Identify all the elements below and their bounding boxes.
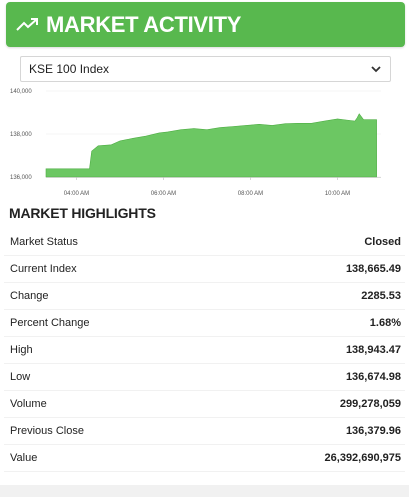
x-tick-label: 08:00 AM [238, 191, 263, 197]
x-tick-label: 10:00 AM [325, 191, 350, 197]
highlight-row: Percent Change 1.68% [4, 310, 405, 337]
highlight-label: Change [10, 290, 49, 302]
chevron-down-icon [370, 63, 382, 75]
highlight-row: High 138,943.47 [4, 337, 405, 364]
page-title: MARKET ACTIVITY [46, 11, 242, 37]
x-tick-label: 04:00 AM [64, 191, 89, 197]
highlight-row: Previous Close 136,379.96 [4, 418, 405, 445]
highlight-value: 138,665.49 [345, 263, 401, 275]
index-area-chart: 140,000 138,000 136,000 04:00 AM 06:00 AM 08:… [10, 89, 381, 197]
highlight-label: Volume [10, 398, 47, 410]
series-area [45, 113, 377, 178]
highlight-label: High [10, 344, 33, 356]
y-tick-label: 136,000 [10, 175, 32, 181]
highlight-label: Previous Close [10, 425, 84, 437]
highlights-title: MARKET HIGHLIGHTS [9, 205, 156, 221]
highlight-label: Value [10, 452, 38, 464]
highlight-row: Low 136,674.98 [4, 364, 405, 391]
highlight-value: 299,278,059 [339, 398, 401, 410]
highlight-value: 138,943.47 [345, 344, 401, 356]
x-tick-label: 06:00 AM [151, 191, 176, 197]
y-tick-label: 140,000 [10, 89, 32, 95]
highlight-label: Market Status [10, 236, 78, 248]
footer-divider [0, 485, 409, 497]
highlight-value: 136,674.98 [345, 371, 401, 383]
highlight-row: Market Status Closed [4, 229, 405, 256]
highlight-label: Percent Change [10, 317, 90, 329]
highlight-label: Current Index [10, 263, 77, 275]
highlight-row: Volume 299,278,059 [4, 391, 405, 418]
highlight-row: Current Index 138,665.49 [4, 256, 405, 283]
highlights-table: Market Status Closed Current Index 138,665.… [4, 229, 405, 472]
index-select[interactable]: KSE 100 Index [20, 56, 391, 82]
highlight-label: Low [10, 371, 31, 383]
highlight-value: 1.68% [369, 317, 401, 329]
y-tick-label: 138,000 [10, 132, 32, 138]
highlight-value: 136,379.96 [345, 425, 401, 437]
highlight-value: Closed [364, 236, 401, 248]
highlight-value: 26,392,690,975 [324, 452, 401, 464]
market-activity-header: MARKET ACTIVITY [6, 2, 405, 47]
trend-up-icon [16, 15, 40, 35]
highlight-value: 2285.53 [361, 290, 401, 302]
highlight-row: Change 2285.53 [4, 283, 405, 310]
highlight-row: Value 26,392,690,975 [4, 445, 405, 472]
index-select-value: KSE 100 Index [29, 62, 110, 76]
